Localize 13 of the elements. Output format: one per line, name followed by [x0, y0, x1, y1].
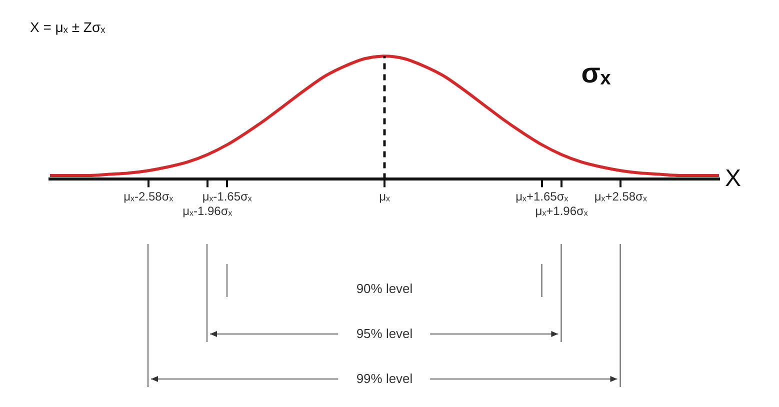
x-tick-label: μₓ+2.58σₓ — [594, 190, 647, 204]
x-axis-title: X — [725, 164, 742, 192]
text: X = μₓ ± Zσₓ — [30, 18, 106, 35]
x-tick-label: μₓ-2.58σₓ — [124, 190, 174, 204]
annotation: σₓ — [581, 57, 612, 88]
x-tick-label: μₓ-1.96σₓ — [182, 204, 232, 218]
x-tick-label: μₓ-1.65σₓ — [202, 190, 252, 204]
text: 99% level — [355, 371, 414, 388]
x-tick-label: μₓ+1.96σₓ — [535, 204, 588, 218]
x-tick-label: μₓ+1.65σₓ — [516, 190, 568, 204]
text: 95% level — [355, 326, 414, 342]
text: 90% level — [355, 281, 414, 298]
x-tick-label: μₓ — [379, 190, 390, 204]
